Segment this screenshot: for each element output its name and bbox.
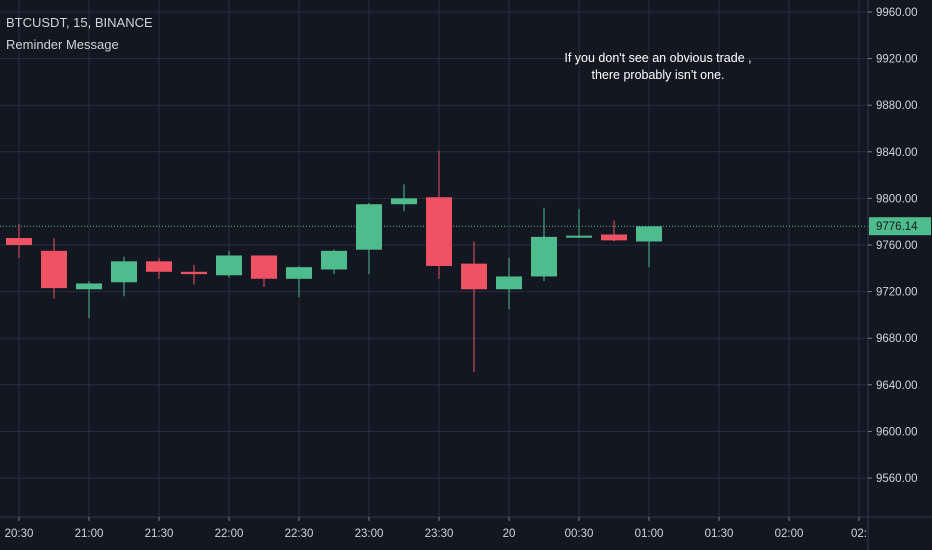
candle	[6, 224, 32, 258]
candle	[286, 265, 312, 298]
candle-body	[41, 250, 67, 289]
candle	[601, 220, 627, 242]
candle-body	[286, 267, 312, 279]
y-tick-label: 9720.00	[876, 287, 918, 299]
candle-body	[146, 261, 172, 272]
last-price-tag: 9776.14	[869, 217, 931, 236]
y-tick-label: 9760.00	[876, 240, 918, 252]
candle-body	[111, 261, 137, 283]
x-tick-label: 20:30	[5, 528, 34, 540]
candle-body	[461, 263, 487, 290]
candle-body	[426, 197, 452, 266]
price-tag-label: 9776.14	[876, 221, 918, 233]
price-tag-box	[869, 217, 931, 236]
candle-body	[181, 271, 207, 275]
candle	[41, 238, 67, 299]
candle-body	[356, 204, 382, 250]
candle-body	[531, 236, 557, 277]
candle-body	[76, 283, 102, 290]
candle	[636, 226, 662, 268]
candle	[356, 203, 382, 275]
candle-body	[601, 234, 627, 241]
y-tick-label: 9800.00	[876, 193, 918, 205]
y-tick-label: 9960.00	[876, 7, 918, 19]
candle	[531, 207, 557, 282]
candle	[461, 241, 487, 372]
candle-body	[566, 235, 592, 238]
y-tick-label: 9560.00	[876, 473, 918, 485]
x-tick-label: 00:30	[565, 528, 594, 540]
candle	[251, 255, 277, 287]
candle-body	[496, 276, 522, 290]
x-tick-label: 21:30	[145, 528, 174, 540]
x-tick-label: 23:30	[425, 528, 454, 540]
candle-body	[216, 255, 242, 276]
y-tick-label: 9640.00	[876, 380, 918, 392]
reminder-line-1: If you don't see an obvious trade ,	[564, 51, 752, 65]
candle	[146, 257, 172, 279]
price-axis[interactable]: 9560.00 9600.00 9640.00 9680.00 9720.00 9760.…	[868, 7, 918, 485]
candle-body	[391, 198, 417, 205]
y-tick-label: 9880.00	[876, 100, 918, 112]
indicator-title[interactable]: Reminder Message	[6, 37, 119, 52]
candle	[496, 257, 522, 310]
legend: BTCUSDT, 15, BINANCE Reminder Message	[6, 12, 153, 56]
candle	[216, 250, 242, 278]
candle	[566, 208, 592, 239]
x-tick-label: 22:00	[215, 528, 244, 540]
candle	[181, 264, 207, 285]
reminder-message: If you don't see an obvious trade , ther…	[548, 50, 768, 84]
candle	[76, 281, 102, 319]
x-tick-label: 02:	[851, 528, 867, 540]
symbol-title[interactable]: BTCUSDT, 15, BINANCE	[6, 15, 153, 30]
x-tick-label: 01:30	[705, 528, 734, 540]
reminder-line-2: there probably isn't one.	[591, 68, 725, 82]
y-tick-label: 9680.00	[876, 333, 918, 345]
x-tick-label: 02:00	[775, 528, 804, 540]
candle	[111, 256, 137, 297]
candles	[6, 150, 662, 372]
x-tick-label: 23:00	[355, 528, 384, 540]
x-tick-label: 22:30	[285, 528, 314, 540]
candle-body	[6, 238, 32, 245]
time-axis[interactable]: 20:30 21:00 21:30 22:00 22:30 23:00 23:30 20 00:…	[5, 517, 867, 540]
y-tick-label: 9600.00	[876, 426, 918, 438]
candle	[426, 150, 452, 279]
x-tick-label: 21:00	[75, 528, 104, 540]
y-tick-label: 9840.00	[876, 147, 918, 159]
candle	[321, 249, 347, 275]
candle	[391, 184, 417, 212]
y-tick-label: 9920.00	[876, 54, 918, 66]
candle-body	[321, 250, 347, 270]
x-tick-label: 20	[503, 528, 516, 540]
candle-body	[251, 255, 277, 279]
x-tick-label: 01:00	[635, 528, 664, 540]
candle-body	[636, 226, 662, 242]
